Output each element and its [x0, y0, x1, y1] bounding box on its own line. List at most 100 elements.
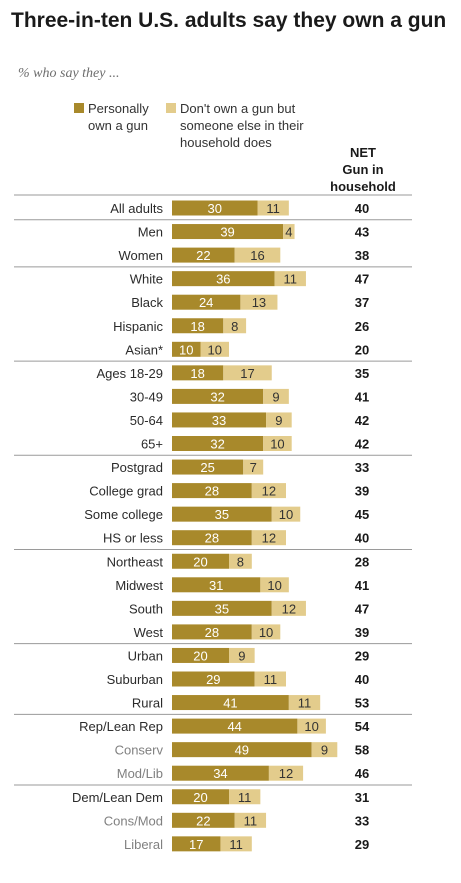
category-label: White	[130, 272, 163, 287]
category-label: Rural	[132, 696, 163, 711]
bar-own	[172, 647, 229, 663]
bar-household	[240, 294, 278, 310]
bar-household	[251, 530, 286, 546]
data-label-own: 35	[215, 601, 229, 616]
data-label-own: 29	[206, 672, 220, 687]
data-label-own: 20	[193, 790, 207, 805]
data-label-household: 10	[304, 719, 318, 734]
bar-own	[172, 553, 229, 569]
bar-own	[172, 577, 261, 593]
data-label-own: 34	[213, 766, 227, 781]
bar-household	[229, 789, 261, 805]
bar-household	[254, 671, 286, 687]
bar-household	[229, 553, 252, 569]
net-value: 33	[355, 813, 369, 828]
data-label-own: 10	[179, 342, 193, 357]
bar-household	[251, 624, 281, 640]
data-label-household: 12	[279, 766, 293, 781]
bar-own	[172, 412, 267, 428]
net-value: 46	[355, 766, 369, 781]
category-label: Midwest	[115, 578, 163, 593]
bar-household	[274, 271, 306, 287]
bar-own	[172, 506, 272, 522]
net-value: 43	[355, 225, 369, 240]
bar-own	[172, 671, 255, 687]
data-label-household: 9	[272, 389, 279, 404]
net-value: 38	[355, 248, 369, 263]
category-label: Dem/Lean Dem	[72, 790, 163, 805]
data-label-household: 11	[284, 272, 298, 287]
bar-household	[220, 836, 252, 852]
category-label: Black	[131, 295, 163, 310]
bar-household	[297, 718, 326, 734]
net-value: 41	[355, 389, 369, 404]
bar-own	[172, 318, 224, 334]
data-label-household: 10	[208, 342, 222, 357]
category-label: Postgrad	[111, 460, 163, 475]
data-label-household: 10	[270, 437, 284, 452]
bar-household	[223, 365, 272, 381]
net-header-line-1: NET	[350, 145, 376, 160]
data-label-household: 9	[238, 648, 245, 663]
data-label-own: 18	[190, 366, 204, 381]
bar-own	[172, 459, 244, 475]
data-label-own: 44	[227, 719, 241, 734]
data-label-household: 9	[321, 743, 328, 758]
data-label-household: 11	[238, 790, 252, 805]
net-value: 58	[355, 743, 369, 758]
category-label: Women	[118, 248, 163, 263]
category-label: All adults	[110, 201, 163, 216]
bar-household	[260, 577, 289, 593]
net-value: 41	[355, 578, 369, 593]
data-label-household: 11	[229, 837, 243, 852]
net-value: 29	[355, 648, 369, 663]
net-value: 45	[355, 507, 369, 522]
chart-title: Three-in-ten U.S. adults say they own a …	[11, 9, 447, 32]
bar-own	[172, 200, 258, 216]
category-label: 65+	[141, 437, 163, 452]
category-label: Ages 18-29	[97, 366, 164, 381]
category-label: Northeast	[107, 554, 164, 569]
category-label: HS or less	[103, 531, 163, 546]
net-value: 29	[355, 837, 369, 852]
net-header-line-2: Gun in	[342, 162, 384, 177]
data-label-household: 8	[231, 319, 238, 334]
net-value: 47	[355, 272, 369, 287]
bar-household	[251, 483, 286, 499]
data-label-own: 36	[216, 272, 230, 287]
data-label-household: 11	[264, 672, 278, 687]
bar-own	[172, 388, 264, 404]
data-label-household: 10	[267, 578, 281, 593]
data-label-household: 17	[240, 366, 254, 381]
net-value: 42	[355, 413, 369, 428]
category-label: Hispanic	[113, 319, 163, 334]
category-label: West	[134, 625, 164, 640]
category-label: Asian*	[125, 342, 163, 357]
net-value: 53	[355, 696, 369, 711]
net-value: 28	[355, 554, 369, 569]
category-label: College grad	[89, 484, 163, 499]
net-header-line-3: household	[330, 179, 396, 194]
bar-household	[263, 388, 289, 404]
data-label-household: 12	[262, 484, 276, 499]
data-label-own: 49	[235, 743, 249, 758]
data-label-own: 33	[212, 413, 226, 428]
bar-own	[172, 247, 235, 263]
category-label: Cons/Mod	[104, 813, 163, 828]
net-value: 37	[355, 295, 369, 310]
legend-label-own: Personally own a gun	[88, 101, 149, 133]
bar-own	[172, 294, 241, 310]
net-value: 39	[355, 484, 369, 499]
data-label-own: 28	[205, 531, 219, 546]
bar-household	[234, 247, 281, 263]
data-label-household: 12	[282, 601, 296, 616]
data-label-household: 11	[266, 201, 280, 216]
bar-household	[263, 436, 292, 451]
data-label-own: 17	[189, 837, 203, 852]
data-label-household: 16	[250, 248, 264, 263]
bar-own	[172, 836, 221, 852]
data-label-own: 35	[215, 507, 229, 522]
category-label: Urban	[128, 648, 163, 663]
bar-household	[223, 318, 247, 334]
